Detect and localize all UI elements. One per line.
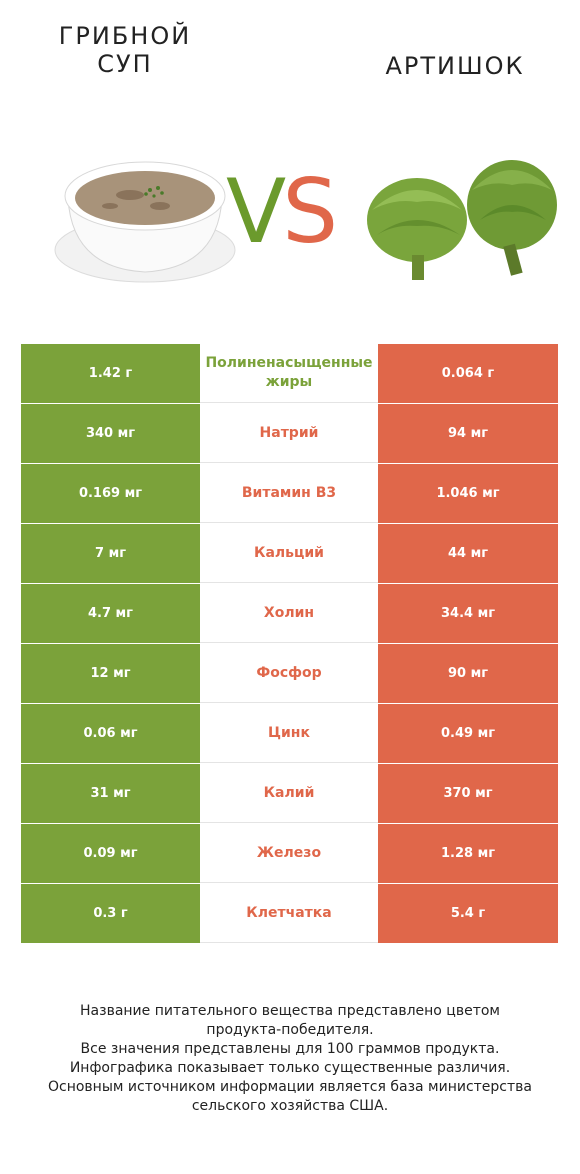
right-value: 0.49 мг xyxy=(378,704,558,763)
table-row: 31 мг Калий 370 мг xyxy=(21,764,558,823)
table-row: 0.3 г Клетчатка 5.4 г xyxy=(21,884,558,943)
footnote-line: Инфографика показывает только существенн… xyxy=(69,1060,511,1076)
nutrient-name: Натрий xyxy=(200,404,378,463)
left-food-title-line1: ГРИБНОЙ xyxy=(58,22,192,50)
footnote-line: Основным источником информации является … xyxy=(48,1079,532,1095)
nutrient-name: Фосфор xyxy=(200,644,378,703)
table-row: 0.169 мг Витамин B3 1.046 мг xyxy=(21,464,558,523)
table-row: 1.42 г Полиненасыщенные жиры 0.064 г xyxy=(21,344,558,403)
right-value: 34.4 мг xyxy=(378,584,558,643)
footnote-line: Название питательного вещества представл… xyxy=(80,1003,500,1019)
vs-v: V xyxy=(226,160,286,263)
left-value: 12 мг xyxy=(21,644,200,703)
vs-s: S xyxy=(282,160,338,263)
nutrient-name: Клетчатка xyxy=(200,884,378,943)
footnote-line: продукта-победителя. xyxy=(206,1022,374,1038)
artichoke-image xyxy=(367,160,557,280)
right-value: 44 мг xyxy=(378,524,558,583)
right-value: 90 мг xyxy=(378,644,558,703)
left-value: 0.09 мг xyxy=(21,824,200,883)
mushroom-soup-image xyxy=(54,161,236,283)
right-value: 370 мг xyxy=(378,764,558,823)
left-value: 1.42 г xyxy=(21,344,200,403)
footnote-line: сельского хозяйства США. xyxy=(191,1098,389,1114)
right-value: 1.046 мг xyxy=(378,464,558,523)
nutrient-name: Цинк xyxy=(200,704,378,763)
table-row: 4.7 мг Холин 34.4 мг xyxy=(21,584,558,643)
nutrient-name: Железо xyxy=(200,824,378,883)
left-value: 7 мг xyxy=(21,524,200,583)
right-food-title: АРТИШОК xyxy=(385,52,525,80)
left-value: 340 мг xyxy=(21,404,200,463)
right-value: 5.4 г xyxy=(378,884,558,943)
table-row: 340 мг Натрий 94 мг xyxy=(21,404,558,463)
right-value: 0.064 г xyxy=(378,344,558,403)
vs-label: VS xyxy=(226,160,338,263)
left-value: 0.3 г xyxy=(21,884,200,943)
footnote-line: Все значения представлены для 100 граммо… xyxy=(80,1041,500,1057)
nutrient-name: Полиненасыщенные жиры xyxy=(200,344,378,403)
comparison-table: 1.42 г Полиненасыщенные жиры 0.064 г 340 мг… xyxy=(21,344,558,944)
nutrient-name: Калий xyxy=(200,764,378,823)
table-row: 7 мг Кальций 44 мг xyxy=(21,524,558,583)
table-row: 12 мг Фосфор 90 мг xyxy=(21,644,558,703)
nutrient-name: Кальций xyxy=(200,524,378,583)
nutrient-name: Витамин B3 xyxy=(200,464,378,523)
table-row: 0.09 мг Железо 1.28 мг xyxy=(21,824,558,883)
left-value: 4.7 мг xyxy=(21,584,200,643)
left-value: 0.169 мг xyxy=(21,464,200,523)
footnote: Название питательного вещества представл… xyxy=(20,1002,560,1116)
left-food-title: ГРИБНОЙ СУП xyxy=(40,22,210,78)
table-row: 0.06 мг Цинк 0.49 мг xyxy=(21,704,558,763)
left-value: 31 мг xyxy=(21,764,200,823)
left-food-title-line2: СУП xyxy=(97,50,153,78)
nutrient-name: Холин xyxy=(200,584,378,643)
right-value: 1.28 мг xyxy=(378,824,558,883)
left-value: 0.06 мг xyxy=(21,704,200,763)
right-value: 94 мг xyxy=(378,404,558,463)
